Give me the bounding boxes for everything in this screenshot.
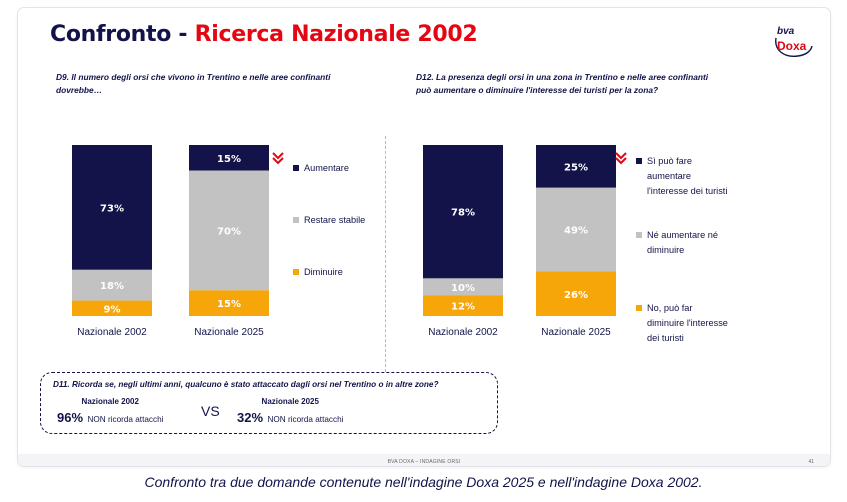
bar-segment-2-2-2 bbox=[536, 187, 616, 272]
legend-swatch-grey bbox=[293, 217, 299, 223]
bva-doxa-logo: bva Doxa bbox=[774, 26, 814, 58]
legend-swatch-grey bbox=[636, 232, 642, 238]
data-label-2-1-1: 78% bbox=[451, 208, 475, 219]
d11-question: D11. Ricorda se, negli ultimi anni, qual… bbox=[53, 380, 439, 389]
legend-label: No, può far diminuire l'interesse dei tu… bbox=[647, 303, 728, 343]
d11-col-header: Nazionale 2002 bbox=[81, 397, 139, 406]
data-label-1-2-3: 15% bbox=[217, 299, 241, 310]
d11-text: NON ricorda attacchi bbox=[267, 415, 344, 424]
logo-swoosh-icon bbox=[775, 37, 813, 57]
question-d9: D9. Il numero degli orsi che vivono in T… bbox=[56, 71, 330, 96]
figure-caption: Confronto tra due domande contenute nell… bbox=[144, 474, 703, 490]
question-d12-line1: D12. La presenza degli orsi in una zona … bbox=[416, 72, 709, 82]
legend-label: Restare stabile bbox=[304, 215, 366, 225]
panel-divider bbox=[385, 136, 386, 372]
legend-item-restare-stabile: Restare stabile bbox=[293, 213, 365, 228]
bar-segment-1-1-3 bbox=[72, 300, 152, 316]
logo-bva-text: bva bbox=[777, 26, 795, 37]
category-label-2-2: Nazionale 2025 bbox=[541, 327, 611, 338]
d11-text: NON ricorda attacchi bbox=[87, 415, 164, 424]
legend-item-si-puo-aumentare: Sì può fare aumentare l'interesse dei tu… bbox=[636, 154, 727, 199]
legend-swatch-orange bbox=[293, 269, 299, 275]
slide-title: Confronto - Ricerca Nazionale 2002 bbox=[50, 22, 478, 47]
bar-segment-1-1-1 bbox=[72, 145, 152, 270]
category-label-1-2: Nazionale 2025 bbox=[194, 327, 264, 338]
data-label-1-2-1: 15% bbox=[217, 154, 241, 165]
d11-vs-label: VS bbox=[201, 403, 220, 419]
red-down-chevron-icon bbox=[272, 152, 284, 165]
d11-pct: 32% bbox=[237, 410, 264, 425]
legend-item-ne-aumentare: Né aumentare né diminuire bbox=[636, 228, 718, 258]
d11-col-2025: Nazionale 2025 32% NON ricorda attacchi bbox=[237, 397, 343, 427]
data-label-1-1-2: 18% bbox=[100, 281, 124, 292]
bar-segment-2-1-2 bbox=[423, 278, 503, 296]
question-d9-line1: D9. Il numero degli orsi che vivono in T… bbox=[56, 72, 331, 82]
data-label-1-1-3: 9% bbox=[104, 304, 121, 315]
legend-item-diminuire: Diminuire bbox=[293, 265, 343, 280]
data-label-1-2-2: 70% bbox=[217, 227, 241, 238]
data-label-2-2-3: 26% bbox=[564, 290, 588, 301]
legend-swatch-navy bbox=[636, 158, 642, 164]
question-d12: D12. La presenza degli orsi in una zona … bbox=[416, 71, 708, 96]
category-label-1-1: Nazionale 2002 bbox=[77, 327, 147, 338]
title-separator: - bbox=[171, 22, 195, 47]
d11-pct: 96% bbox=[57, 410, 84, 425]
d11-comparison-box: D11. Ricorda se, negli ultimi anni, qual… bbox=[40, 372, 498, 434]
bar-segment-1-1-2 bbox=[72, 269, 152, 301]
bar-segment-2-1-3 bbox=[423, 295, 503, 316]
bar-segment-2-1-1 bbox=[423, 145, 503, 279]
stacked-bar-charts: 73% 18% 9% Nazionale 2002 15% 70% 15% Nazionale… bbox=[72, 145, 627, 338]
bar-segment-2-2-1 bbox=[536, 145, 616, 188]
footer-text: BVA DOXA – INDAGINE ORSI bbox=[387, 459, 461, 465]
legend-label: Aumentare bbox=[304, 163, 349, 173]
question-d9-line2: dovrebbe… bbox=[56, 84, 103, 95]
legend-label: Né aumentare né diminuire bbox=[647, 230, 718, 255]
data-label-2-1-3: 12% bbox=[451, 302, 475, 313]
category-label-2-1: Nazionale 2002 bbox=[428, 327, 498, 338]
data-label-1-1-1: 73% bbox=[100, 203, 124, 214]
title-part-ricerca: Ricerca Nazionale 2002 bbox=[194, 22, 478, 47]
data-label-2-2-2: 49% bbox=[564, 226, 588, 237]
slide-footer-bar: BVA DOXA – INDAGINE ORSI 41 bbox=[18, 454, 830, 466]
data-label-2-2-1: 25% bbox=[564, 162, 588, 173]
legend-swatch-orange bbox=[636, 305, 642, 311]
d11-col-header: Nazionale 2025 bbox=[261, 397, 319, 406]
question-d12-line2: può aumentare o diminuire l'interesse de… bbox=[416, 84, 659, 95]
legend-label: Diminuire bbox=[304, 267, 343, 277]
page-number: 41 bbox=[808, 459, 814, 465]
legend-swatch-navy bbox=[293, 165, 299, 171]
bar-segment-1-2-1 bbox=[189, 145, 269, 171]
legend-label: Sì può fare aumentare l'interesse dei tu… bbox=[647, 156, 728, 196]
slide: Confronto - Ricerca Nazionale 2002 bva D… bbox=[18, 8, 830, 466]
bar-segment-1-2-3 bbox=[189, 290, 269, 316]
data-label-2-1-2: 10% bbox=[451, 283, 475, 294]
legend-item-no-puo-diminuire: No, può far diminuire l'interesse dei tu… bbox=[636, 301, 728, 346]
bar-segment-1-2-2 bbox=[189, 170, 269, 291]
bar-segment-2-2-3 bbox=[536, 271, 616, 316]
red-down-chevron-icon bbox=[615, 152, 627, 165]
legend-item-aumentare: Aumentare bbox=[293, 161, 349, 176]
logo-doxa-text: Doxa bbox=[777, 39, 807, 53]
title-part-confronto: Confronto bbox=[50, 22, 172, 47]
d11-col-2002: Nazionale 2002 96% NON ricorda attacchi bbox=[57, 397, 163, 427]
